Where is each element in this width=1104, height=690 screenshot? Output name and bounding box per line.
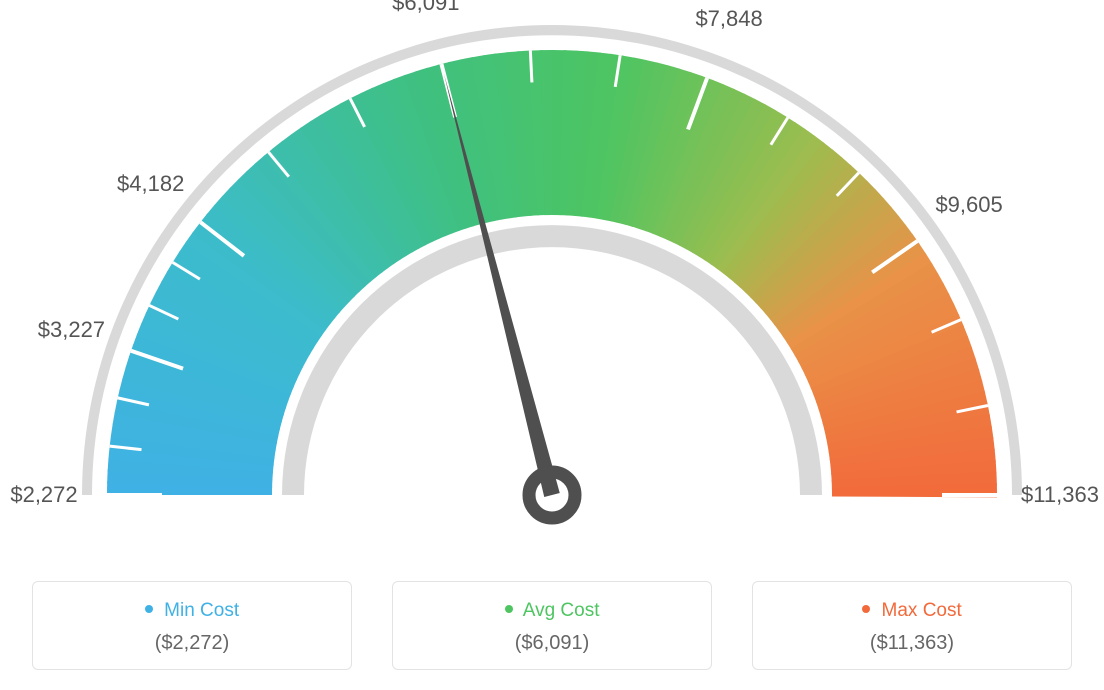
gauge-tick-label: $11,363 xyxy=(1021,482,1099,508)
gauge-tick-label: $3,227 xyxy=(38,317,105,343)
legend-value-avg: ($6,091) xyxy=(403,632,701,655)
gauge-tick-label: $7,848 xyxy=(695,6,762,32)
legend-label-max: Max Cost xyxy=(882,600,962,621)
gauge-tick-label: $2,272 xyxy=(10,482,77,508)
gauge-tick-label: $6,091 xyxy=(392,0,459,16)
gauge-tick-label: $9,605 xyxy=(935,192,1002,218)
legend-card-min: Min Cost ($2,272) xyxy=(32,581,352,670)
gauge-chart: $2,272 $3,227 $4,182 $6,091 $7,848 $9,605 $11,… xyxy=(0,0,1104,540)
legend-card-max: Max Cost ($11,363) xyxy=(752,581,1072,670)
legend-dot-min xyxy=(145,605,153,613)
legend-row: Min Cost ($2,272) Avg Cost ($6,091) Max … xyxy=(0,581,1104,670)
legend-card-avg: Avg Cost ($6,091) xyxy=(392,581,712,670)
legend-dot-avg xyxy=(505,605,513,613)
gauge-svg xyxy=(0,0,1104,540)
legend-title-min: Min Cost xyxy=(43,600,341,622)
legend-title-avg: Avg Cost xyxy=(403,600,701,622)
legend-value-max: ($11,363) xyxy=(763,632,1061,655)
legend-label-avg: Avg Cost xyxy=(523,600,600,621)
legend-label-min: Min Cost xyxy=(164,600,239,621)
legend-dot-max xyxy=(862,605,870,613)
gauge-tick-label: $4,182 xyxy=(117,171,184,197)
legend-value-min: ($2,272) xyxy=(43,632,341,655)
legend-title-max: Max Cost xyxy=(763,600,1061,622)
